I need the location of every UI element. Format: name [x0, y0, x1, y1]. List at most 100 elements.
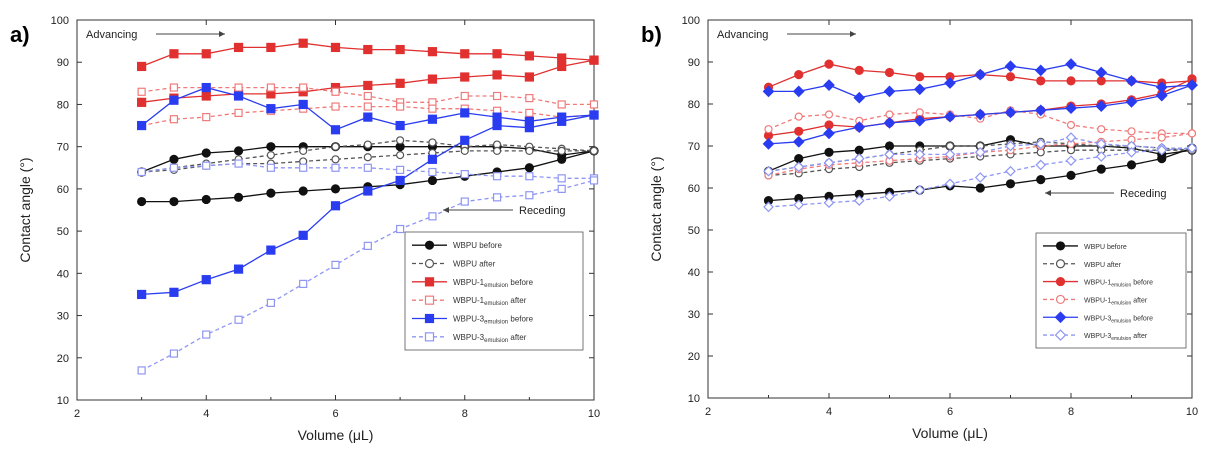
data-point-2-adv-0: [137, 61, 147, 72]
data-point-1-adv-4: [266, 151, 275, 160]
data-point-4-rec-13: [1155, 89, 1168, 102]
data-point-5-adv-2: [823, 157, 835, 169]
data-point-2-adv-9: [1036, 76, 1046, 86]
data-point-1-rec-8: [396, 151, 405, 160]
data-point-0-adv-1: [169, 154, 179, 164]
data-point-3-rec-6: [331, 102, 340, 111]
data-point-0-rec-5: [298, 186, 308, 196]
data-point-2-rec-1: [794, 126, 804, 136]
data-point-5-adv-4: [884, 149, 895, 160]
data-point-3-rec-13: [1157, 133, 1166, 142]
data-point-1-adv-5: [299, 146, 308, 155]
data-point-5-adv-8: [396, 165, 405, 174]
data-point-0-rec-12: [1126, 160, 1137, 170]
y-tick-label: 70: [688, 141, 700, 153]
data-point-5-rec-4: [266, 298, 275, 307]
data-point-5-rec-0: [763, 201, 774, 213]
y-tick-label: 90: [57, 57, 69, 69]
data-point-5-rec-6: [331, 260, 340, 269]
y-axis: 10 20 30 40 50 60 70 80 90 100: [51, 15, 594, 407]
data-point-3-adv-5: [915, 108, 924, 117]
chart-panel-b: b) 10 20 30 40 50 60 70 80 90 100 2 4 6 8 10 Volume (μL)…: [641, 15, 1198, 441]
legend-box: [1035, 232, 1187, 349]
data-point-0-adv-2: [824, 147, 834, 157]
legend-label-name: WBPU before: [1084, 244, 1127, 251]
data-point-0-rec-12: [524, 163, 534, 173]
chart-panel-a: a) 10 20 30 40 50 60 70 80 90 100 2 4 6 8 10 Volume (μL)…: [10, 15, 600, 443]
data-point-5-rec-2: [202, 330, 211, 339]
data-point-5-rec-9: [1035, 159, 1047, 171]
data-point-3-rec-8: [396, 102, 405, 111]
data-point-5-adv-0: [763, 165, 774, 177]
data-point-2-adv-4: [884, 67, 895, 78]
data-point-3-adv-10: [460, 91, 469, 101]
data-point-0-rec-2: [201, 194, 211, 205]
data-point-5-adv-1: [793, 161, 805, 173]
data-point-4-adv-7: [974, 68, 987, 81]
data-point-2-rec-11: [492, 70, 502, 80]
legend-label: WBPU-3emulsion after: [1084, 333, 1148, 342]
data-point-0-rec-9: [1036, 175, 1046, 185]
data-point-5-adv-7: [363, 163, 372, 172]
data-point-2-adv-12: [524, 51, 534, 61]
data-point-4-rec-3: [233, 264, 244, 274]
data-point-0-rec-10: [1066, 170, 1076, 180]
data-point-5-adv-3: [853, 153, 865, 164]
x-tick-label: 4: [203, 408, 209, 420]
data-point-2-adv-3: [854, 65, 864, 76]
data-point-5-adv-2: [202, 161, 211, 170]
legend-label: WBPU before: [1084, 244, 1127, 251]
annotation-receding: Receding: [1120, 188, 1166, 200]
data-point-1-adv-9: [428, 138, 437, 147]
data-point-4-adv-1: [792, 85, 805, 98]
data-point-1-adv-6: [945, 141, 955, 151]
data-point-4-adv-6: [330, 125, 341, 135]
y-tick-label: 10: [57, 395, 69, 407]
x-axis-title: Volume (μL): [912, 425, 988, 441]
data-point-5-rec-13: [1156, 144, 1168, 156]
data-point-5-adv-11: [492, 172, 502, 181]
data-point-5-adv-13: [557, 174, 566, 183]
data-point-2-rec-8: [395, 78, 405, 88]
legend-marker: [1054, 329, 1067, 341]
data-point-5-rec-9: [428, 212, 437, 221]
data-point-0-adv-3: [854, 145, 864, 155]
legend-label-name: WBPU-3: [453, 315, 485, 324]
data-point-4-rec-2: [823, 127, 835, 140]
legend-label-subscript: emulsion: [1111, 283, 1131, 289]
legend-label-subscript: emulsion: [1111, 318, 1131, 324]
data-point-4-rec-10: [460, 135, 470, 145]
y-tick-label: 100: [51, 15, 69, 27]
data-point-5-rec-5: [914, 184, 926, 196]
legend-marker: [424, 295, 435, 305]
data-point-4-adv-1: [169, 95, 179, 105]
legend-label: WBPU after: [453, 260, 496, 269]
data-point-5-adv-9: [428, 167, 437, 177]
legend-label: WBPU-1emulsion after: [1084, 297, 1148, 306]
data-point-3-adv-3: [234, 83, 243, 92]
legend-label-suffix: after: [508, 296, 527, 305]
data-point-3-adv-12: [525, 94, 534, 103]
y-tick-label: 40: [688, 267, 700, 279]
y-tick-label: 70: [57, 142, 69, 154]
y-tick-label: 50: [688, 225, 700, 237]
data-point-3-adv-2: [824, 110, 834, 119]
data-point-2-adv-7: [363, 44, 373, 55]
legend-marker: [1055, 241, 1066, 251]
y-tick-label: 50: [57, 226, 69, 238]
legend-marker: [424, 313, 435, 324]
legend-marker: [1055, 294, 1066, 305]
data-point-4-adv-11: [492, 112, 502, 122]
data-point-2-adv-8: [395, 44, 405, 55]
data-point-4-adv-3: [853, 91, 866, 104]
data-point-5-adv-3: [234, 159, 243, 168]
data-point-0-rec-6: [330, 184, 341, 194]
data-point-4-adv-2: [823, 79, 835, 91]
data-point-0-rec-3: [233, 192, 244, 202]
data-point-4-rec-0: [762, 138, 775, 150]
data-point-5-adv-0: [137, 167, 146, 177]
data-point-5-rec-14: [589, 176, 599, 185]
data-point-0-rec-7: [975, 183, 985, 193]
